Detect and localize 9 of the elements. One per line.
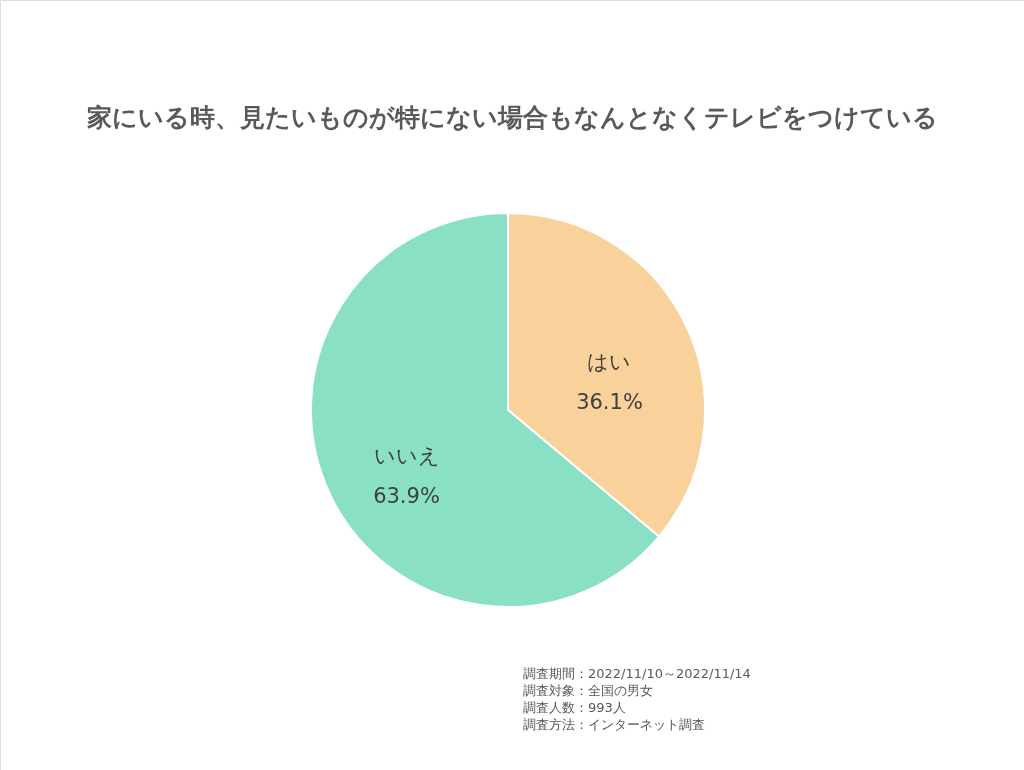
text: 調査人数：993人: [523, 700, 626, 715]
slice-label: いいえ: [373, 444, 440, 469]
text: 調査方法：インターネット調査: [523, 717, 705, 732]
text: 調査対象：全国の男女: [523, 683, 653, 698]
chart-title: 家にいる時、見たいものが特にない場合もなんとなくテレビをつけている: [85, 103, 938, 132]
slice-label: はい: [587, 349, 632, 374]
data-label: 63.9%: [373, 484, 440, 509]
text: 調査期間：2022/11/10～2022/11/14: [523, 666, 751, 681]
data-label: 36.1%: [576, 389, 643, 414]
